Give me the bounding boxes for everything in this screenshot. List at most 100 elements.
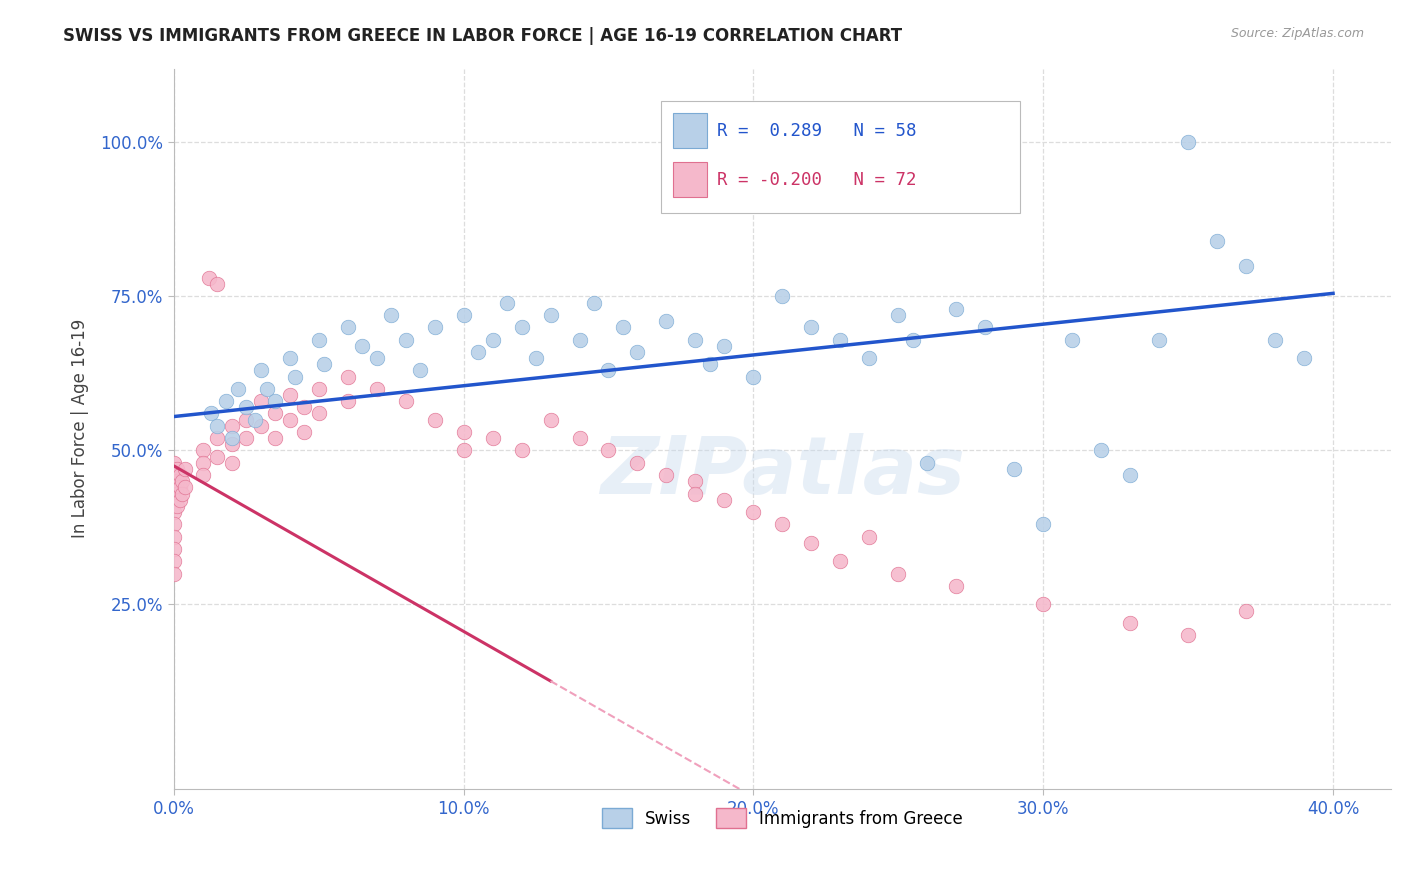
Point [207, 418, 229, 433]
Point [314, 357, 336, 371]
Point [830, 333, 852, 347]
Point [249, 363, 271, 377]
Point [207, 450, 229, 464]
Point [612, 320, 634, 334]
Legend: Swiss, Immigrants from Greece: Swiss, Immigrants from Greece [595, 801, 970, 835]
Point [278, 351, 301, 365]
Point [172, 474, 194, 488]
Point [1292, 351, 1315, 365]
Point [887, 308, 910, 322]
Point [423, 320, 446, 334]
Point [598, 363, 620, 377]
Point [1206, 234, 1229, 248]
Point [163, 554, 186, 568]
Point [409, 363, 432, 377]
Point [256, 382, 278, 396]
Point [453, 443, 475, 458]
Point [166, 462, 188, 476]
Point [163, 456, 186, 470]
Point [770, 517, 793, 532]
Y-axis label: In Labor Force | Age 16-19: In Labor Force | Age 16-19 [72, 319, 89, 539]
Point [235, 401, 257, 415]
Point [308, 382, 330, 396]
Point [235, 431, 257, 445]
Point [284, 369, 307, 384]
Text: ZIPatlas: ZIPatlas [600, 434, 965, 511]
FancyBboxPatch shape [673, 113, 707, 148]
Point [1119, 615, 1142, 630]
Point [1234, 259, 1257, 273]
Point [221, 431, 243, 445]
FancyBboxPatch shape [673, 162, 707, 197]
Point [1002, 462, 1025, 476]
Point [163, 530, 186, 544]
Point [1032, 517, 1054, 532]
Point [1177, 136, 1199, 150]
Point [163, 541, 186, 556]
Point [278, 388, 301, 402]
Point [163, 566, 186, 581]
Point [278, 412, 301, 426]
Point [249, 418, 271, 433]
Point [191, 468, 214, 483]
Point [215, 394, 238, 409]
Point [1062, 333, 1084, 347]
Point [496, 295, 519, 310]
Point [207, 277, 229, 292]
Point [568, 431, 591, 445]
Point [742, 369, 765, 384]
Point [1147, 333, 1170, 347]
Point [1234, 604, 1257, 618]
Point [655, 314, 678, 328]
Point [336, 320, 359, 334]
Point [174, 480, 197, 494]
Point [200, 407, 222, 421]
Point [685, 486, 707, 500]
Point [264, 431, 287, 445]
Point [1119, 468, 1142, 483]
Text: SWISS VS IMMIGRANTS FROM GREECE IN LABOR FORCE | AGE 16-19 CORRELATION CHART: SWISS VS IMMIGRANTS FROM GREECE IN LABOR… [63, 27, 903, 45]
Point [626, 344, 648, 359]
Point [264, 394, 287, 409]
Point [800, 536, 823, 550]
Point [221, 418, 243, 433]
Point [655, 468, 678, 483]
Point [901, 333, 924, 347]
Point [917, 456, 939, 470]
Point [713, 339, 735, 353]
Text: Source: ZipAtlas.com: Source: ZipAtlas.com [1230, 27, 1364, 40]
Text: R = -0.200   N = 72: R = -0.200 N = 72 [717, 170, 917, 188]
Point [166, 499, 188, 513]
Point [481, 431, 503, 445]
Point [191, 443, 214, 458]
Point [174, 462, 197, 476]
Point [713, 492, 735, 507]
Point [380, 308, 402, 322]
Point [366, 351, 388, 365]
Point [800, 320, 823, 334]
Point [308, 333, 330, 347]
Point [945, 579, 967, 593]
Point [163, 505, 186, 519]
Point [1177, 628, 1199, 642]
Point [226, 382, 249, 396]
Point [243, 412, 266, 426]
Point [207, 431, 229, 445]
Point [292, 401, 315, 415]
Point [685, 474, 707, 488]
Point [481, 333, 503, 347]
Text: R =  0.289   N = 58: R = 0.289 N = 58 [717, 121, 917, 139]
Point [699, 357, 721, 371]
Point [1032, 598, 1054, 612]
Point [163, 517, 186, 532]
Point [770, 289, 793, 303]
Point [169, 480, 191, 494]
Point [742, 505, 765, 519]
Point [685, 333, 707, 347]
Point [394, 333, 416, 347]
Point [172, 486, 194, 500]
Point [249, 394, 271, 409]
Point [540, 308, 562, 322]
Point [626, 456, 648, 470]
Point [163, 492, 186, 507]
